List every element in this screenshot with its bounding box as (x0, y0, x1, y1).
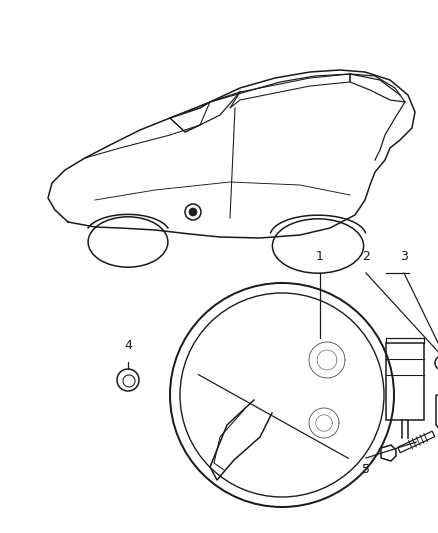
Circle shape (189, 208, 197, 216)
Circle shape (184, 204, 201, 220)
Text: 4: 4 (124, 339, 132, 352)
Circle shape (123, 375, 135, 387)
Text: 2: 2 (361, 250, 369, 263)
Text: 3: 3 (399, 250, 407, 263)
Text: 1: 1 (315, 250, 323, 263)
Text: 5: 5 (361, 463, 369, 476)
